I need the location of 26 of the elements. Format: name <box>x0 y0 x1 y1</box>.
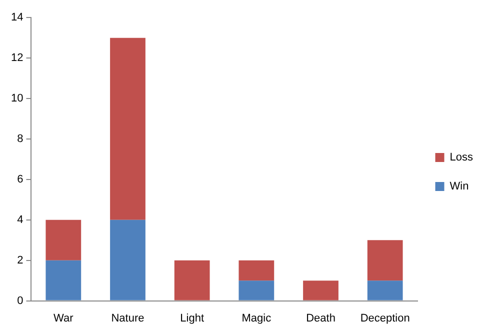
legend-label: Loss <box>450 152 474 164</box>
bar <box>238 260 274 281</box>
bar <box>303 280 338 300</box>
y-tick-label: 10 <box>10 92 24 105</box>
y-tick-label: 0 <box>17 294 24 307</box>
y-tick-label: 8 <box>17 133 24 146</box>
y-tick-label: 14 <box>10 12 24 24</box>
bar <box>110 38 146 220</box>
x-tick-label: War <box>54 312 74 324</box>
bar <box>174 260 210 300</box>
bar <box>46 220 82 260</box>
x-tick-label: Magic <box>242 312 272 324</box>
x-tick-label: Death <box>306 312 336 324</box>
y-tick-label: 4 <box>17 214 24 226</box>
bar <box>110 220 146 300</box>
bar <box>367 280 403 300</box>
y-tick-label: 6 <box>17 173 24 186</box>
y-tick-label: 12 <box>10 52 24 64</box>
bar <box>367 240 403 281</box>
x-tick-label: Light <box>180 312 204 324</box>
bar <box>238 280 274 300</box>
y-tick-label: 2 <box>17 254 24 266</box>
bar <box>46 260 82 300</box>
x-tick-label: Nature <box>111 312 144 324</box>
x-tick-label: Deception <box>360 312 410 324</box>
legend-label: Win <box>450 180 469 193</box>
